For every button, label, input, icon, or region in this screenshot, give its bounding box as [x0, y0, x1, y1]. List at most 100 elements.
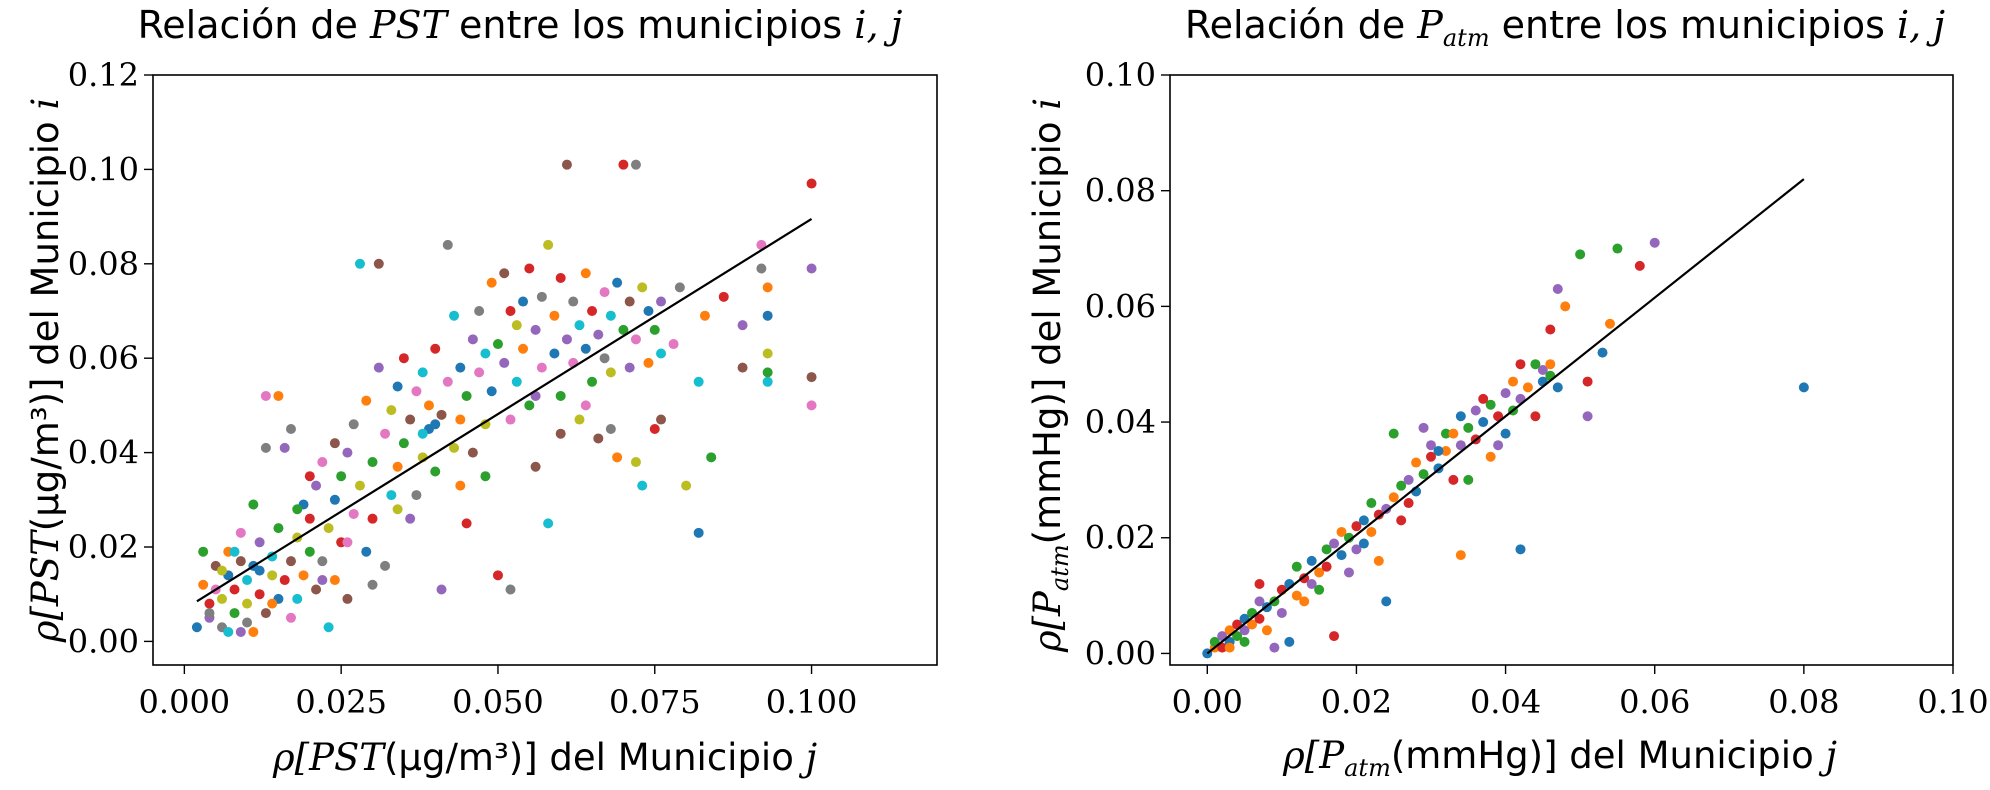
pst-data-point	[637, 282, 648, 293]
pst-data-point	[612, 277, 623, 288]
pst-data-point	[285, 424, 296, 434]
pst-data-point	[480, 419, 491, 430]
pst-data-point	[737, 362, 748, 373]
pst-data-point	[499, 357, 510, 368]
pst-data-point	[624, 362, 635, 373]
pst-data-point	[380, 560, 391, 571]
pst-data-point	[342, 537, 353, 548]
pst-x-tick-label: 0.075	[609, 683, 701, 721]
patm-y-tick-label: 0.08	[1085, 172, 1156, 210]
pst-data-point	[430, 419, 441, 430]
patm-data-point	[1306, 555, 1317, 566]
pst-data-point	[235, 527, 246, 538]
pst-data-point	[449, 310, 460, 321]
pst-data-point	[693, 527, 704, 538]
patm-data-point	[1515, 544, 1526, 555]
pst-data-point	[254, 537, 265, 548]
pst-data-point	[461, 390, 472, 401]
pst-data-point	[474, 367, 485, 378]
patm-data-point	[1478, 417, 1489, 428]
pst-data-point	[298, 570, 309, 581]
pst-data-point	[380, 428, 391, 439]
patm-data-point	[1597, 347, 1608, 358]
patm-data-point	[1440, 428, 1451, 439]
pst-data-point	[505, 414, 516, 425]
pst-data-point	[806, 263, 817, 274]
pst-data-point	[587, 376, 598, 387]
patm-data-point	[1291, 561, 1302, 572]
pst-data-point	[235, 556, 246, 567]
patm-data-point	[1373, 555, 1384, 566]
patm-data-point	[1321, 544, 1332, 555]
patm-data-point	[1373, 509, 1384, 520]
pst-x-tick-label: 0.050	[452, 683, 544, 721]
pst-data-point	[455, 362, 466, 373]
pst-data-point	[386, 405, 397, 416]
patm-data-point	[1522, 382, 1533, 393]
patm-y-tick-label: 0.10	[1085, 56, 1156, 94]
pst-data-point	[624, 296, 635, 307]
patm-data-point	[1403, 474, 1414, 485]
patm-data-point	[1634, 260, 1645, 271]
pst-data-point	[593, 433, 604, 444]
patm-data-point	[1448, 428, 1459, 439]
pst-data-point	[505, 584, 516, 595]
pst-data-point	[486, 277, 497, 288]
patm-data-point	[1418, 422, 1429, 433]
pst-data-point	[455, 480, 466, 491]
pst-data-point	[555, 272, 566, 283]
pst-data-point	[279, 575, 290, 586]
pst-data-point	[279, 442, 290, 453]
pst-data-point	[530, 461, 541, 472]
pst-data-point	[806, 178, 817, 189]
pst-data-point	[549, 348, 560, 359]
pst-data-point	[342, 447, 353, 458]
patm-data-point	[1545, 324, 1556, 335]
pst-plot-area	[152, 74, 938, 666]
patm-data-point	[1299, 596, 1310, 607]
pst-data-point	[580, 343, 591, 354]
pst-y-tick-label: 0.12	[68, 56, 139, 94]
pst-data-point	[480, 348, 491, 359]
patm-data-point	[1396, 515, 1407, 526]
pst-data-point	[254, 589, 265, 600]
pst-data-point	[543, 239, 554, 250]
pst-data-point	[342, 593, 353, 604]
pst-data-point	[361, 395, 372, 406]
patm-y-axis-label: ρ[Patm(mmHg)] del Municipio i	[1026, 98, 1074, 653]
patm-data-point	[1418, 469, 1429, 480]
pst-data-point	[580, 400, 591, 411]
patm-data-point	[1291, 590, 1302, 601]
pst-data-point	[304, 546, 315, 557]
pst-chart: Relación de PST entre los municipios i, …	[24, 3, 938, 779]
patm-data-point	[1426, 451, 1436, 462]
pst-y-tick-label: 0.04	[68, 434, 139, 472]
pst-data-point	[467, 447, 478, 458]
pst-data-point	[273, 390, 284, 401]
pst-data-point	[423, 400, 434, 411]
patm-data-point	[1798, 382, 1809, 393]
pst-data-point	[555, 390, 566, 401]
patm-data-point	[1358, 538, 1369, 549]
patm-data-point	[1455, 550, 1466, 561]
pst-data-point	[373, 362, 384, 373]
pst-data-point	[216, 565, 227, 576]
patm-fit-line	[1206, 178, 1805, 655]
pst-points	[191, 159, 817, 637]
pst-data-point	[549, 310, 560, 321]
pst-data-point	[580, 268, 591, 279]
pst-data-point	[649, 424, 660, 434]
pst-data-point	[618, 159, 629, 170]
patm-x-tick-label: 0.08	[1768, 683, 1839, 721]
pst-data-point	[367, 513, 378, 524]
pst-data-point	[518, 296, 529, 307]
pst-data-point	[674, 282, 685, 293]
pst-data-point	[329, 438, 340, 449]
pst-data-point	[630, 457, 641, 468]
pst-data-point	[248, 499, 259, 510]
patm-data-point	[1329, 631, 1340, 642]
patm-data-point	[1351, 544, 1362, 555]
patm-chart: Relación de Patm entre los municipios i,…	[1026, 3, 1989, 782]
pst-data-point	[693, 376, 704, 387]
